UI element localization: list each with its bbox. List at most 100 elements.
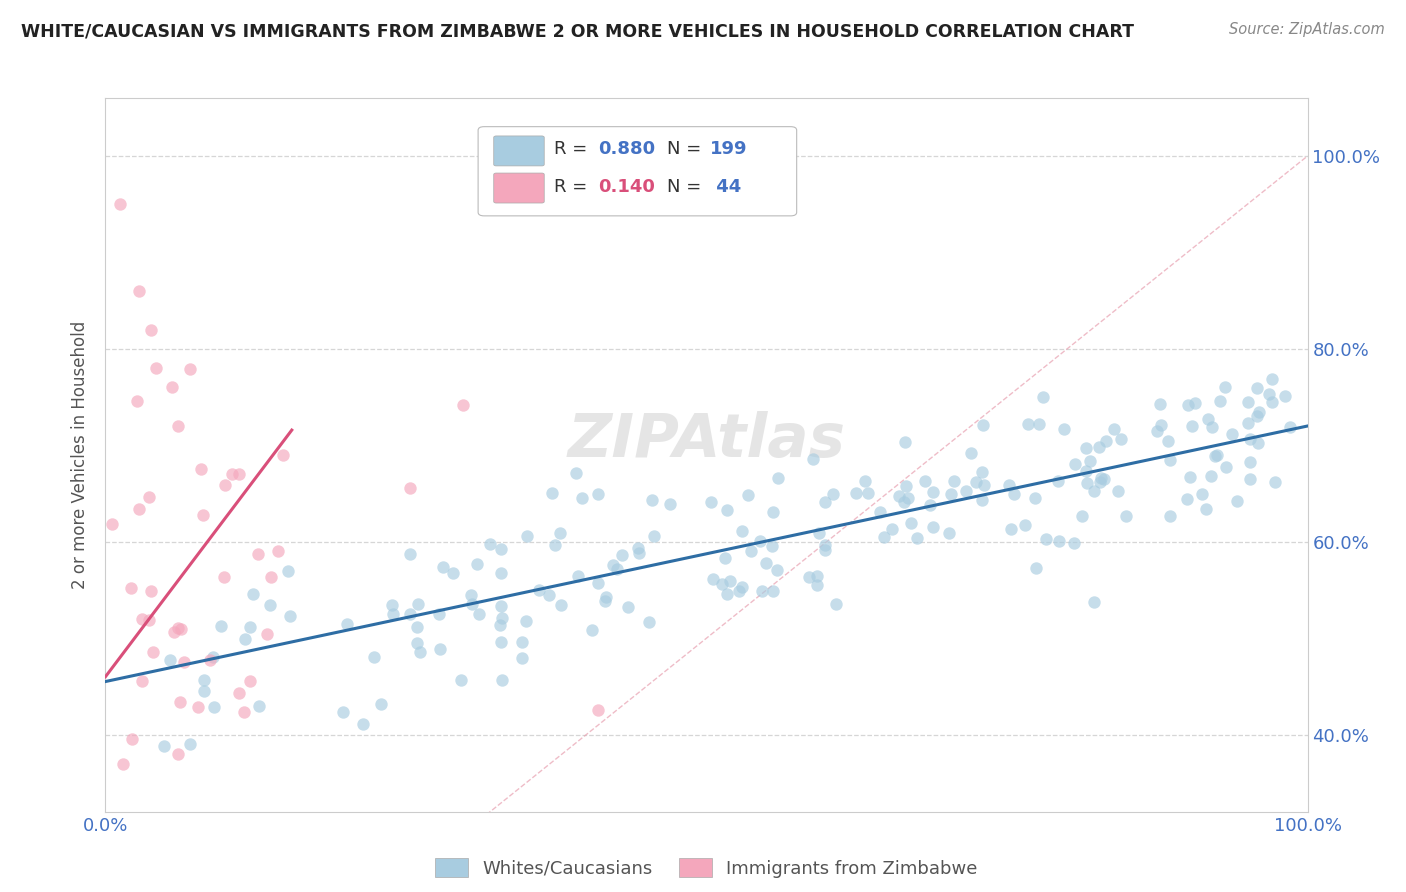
Point [190, 462, 212, 476]
Point [955, 484, 977, 499]
Point [409, 645, 432, 659]
Point [1087, 441, 1109, 455]
Point [233, 632, 256, 646]
Point [1159, 453, 1181, 467]
Point [1239, 455, 1261, 469]
Point [1159, 508, 1181, 523]
Point [510, 635, 533, 649]
Point [571, 491, 593, 505]
Point [1201, 420, 1223, 434]
Text: N =: N = [666, 141, 707, 159]
Point [856, 485, 879, 500]
Point [131, 612, 153, 626]
Point [643, 529, 665, 543]
Point [277, 564, 299, 578]
Point [1157, 434, 1180, 448]
Point [381, 598, 404, 612]
Point [1215, 460, 1237, 475]
Point [586, 703, 609, 717]
Point [1204, 449, 1226, 463]
Point [941, 487, 963, 501]
Point [1047, 534, 1070, 549]
Point [112, 756, 135, 771]
Point [965, 475, 987, 489]
Point [398, 548, 420, 562]
Point [588, 576, 610, 591]
Point [169, 695, 191, 709]
Point [731, 524, 754, 538]
Point [450, 673, 472, 687]
Point [1063, 536, 1085, 550]
Point [1024, 491, 1046, 505]
Point [108, 197, 131, 211]
Point [1178, 469, 1201, 483]
Point [922, 520, 945, 534]
Point [187, 699, 209, 714]
Point [588, 487, 610, 501]
Point [1246, 409, 1268, 424]
Point [465, 557, 488, 571]
Point [1264, 475, 1286, 489]
Point [1002, 487, 1025, 501]
Point [228, 686, 250, 700]
Point [398, 481, 420, 495]
Point [267, 544, 290, 558]
Point [970, 466, 993, 480]
Point [1014, 517, 1036, 532]
Text: ZIPAtlas: ZIPAtlas [568, 411, 845, 470]
Point [1035, 532, 1057, 546]
Point [700, 495, 723, 509]
Point [138, 613, 160, 627]
Point [193, 673, 215, 688]
Point [628, 546, 651, 560]
Point [166, 747, 188, 761]
Point [1028, 417, 1050, 431]
Point [718, 574, 741, 588]
Point [768, 470, 790, 484]
Point [1237, 417, 1260, 431]
Point [1175, 492, 1198, 507]
Point [142, 645, 165, 659]
Point [1236, 395, 1258, 409]
Point [153, 739, 176, 753]
Point [1261, 372, 1284, 386]
Point [658, 497, 681, 511]
Point [914, 474, 936, 488]
Point [259, 598, 281, 612]
Point [214, 477, 236, 491]
Point [612, 549, 634, 563]
Point [131, 673, 153, 688]
Point [970, 493, 993, 508]
Point [918, 498, 941, 512]
Point [489, 599, 512, 614]
Point [713, 550, 735, 565]
Point [101, 516, 124, 531]
Point [711, 577, 734, 591]
Point [160, 380, 183, 394]
Point [755, 556, 778, 570]
Point [606, 562, 628, 576]
Point [167, 621, 190, 635]
Point [1025, 561, 1047, 575]
Point [145, 361, 167, 376]
Text: WHITE/CAUCASIAN VS IMMIGRANTS FROM ZIMBABWE 2 OR MORE VEHICLES IN HOUSEHOLD CORR: WHITE/CAUCASIAN VS IMMIGRANTS FROM ZIMBA… [21, 22, 1135, 40]
Point [748, 534, 770, 549]
Point [845, 486, 868, 500]
Point [595, 590, 617, 604]
Point [159, 653, 181, 667]
Point [139, 322, 162, 336]
Point [1074, 464, 1097, 478]
Point [166, 419, 188, 434]
Point [247, 699, 270, 714]
Point [737, 488, 759, 502]
Point [121, 732, 143, 747]
Point [128, 502, 150, 516]
Point [627, 541, 650, 556]
FancyBboxPatch shape [494, 173, 544, 203]
Point [1053, 422, 1076, 436]
Point [179, 361, 201, 376]
Point [141, 584, 163, 599]
Point [278, 609, 301, 624]
Point [209, 619, 232, 633]
Point [1226, 494, 1249, 508]
